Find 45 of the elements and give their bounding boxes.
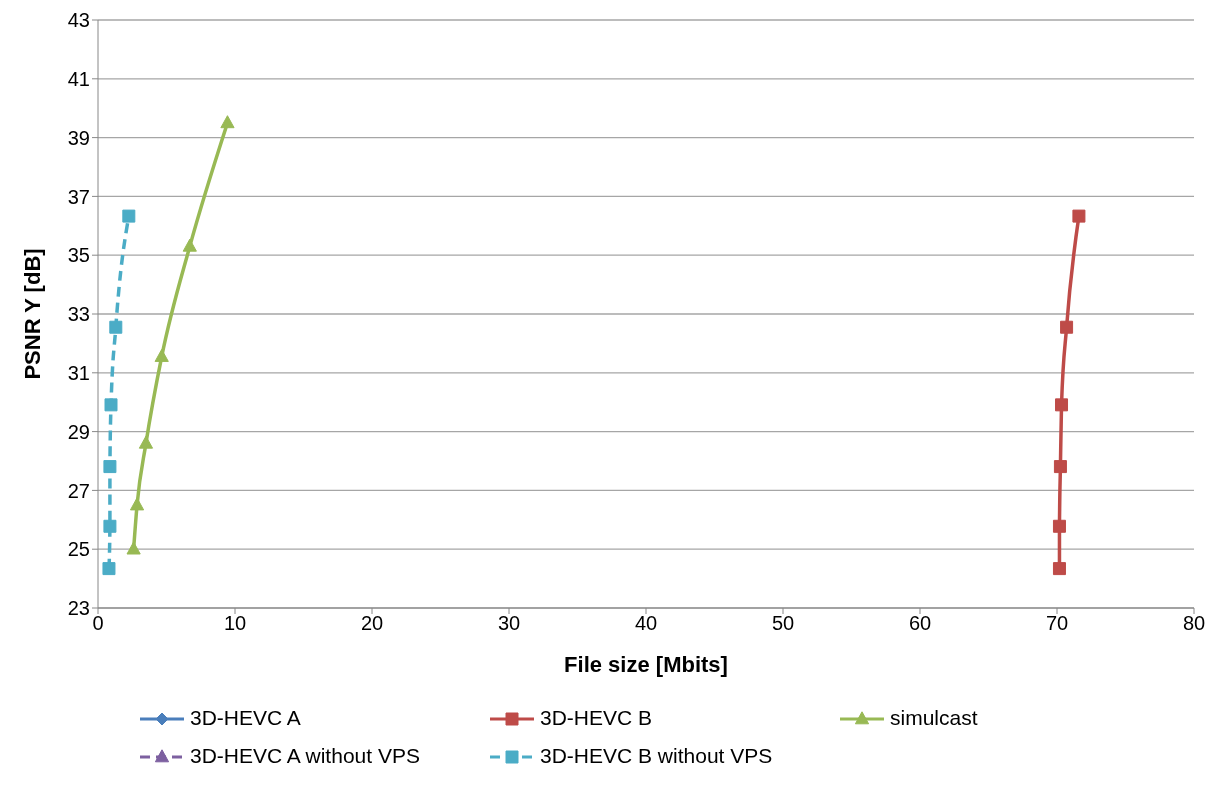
x-tick-label: 70 [1045,612,1069,635]
point [103,519,117,533]
y-tick-label: 31 [67,361,90,384]
point [1060,320,1074,334]
x-tick-label: 50 [771,612,795,635]
point [102,562,116,576]
y-tick-label: 43 [67,9,90,32]
point [1072,209,1086,223]
point [220,115,235,129]
x-tick-label: 80 [1182,612,1206,635]
x-tick-label: 10 [223,612,247,635]
y-tick-label: 27 [67,479,90,502]
y-tick-label: 41 [67,67,90,90]
y-axis-title: PSNR Y [dB] [19,248,45,380]
y-tick-label: 37 [67,185,90,208]
point [1052,519,1066,533]
y-tick-label: 35 [67,244,90,267]
x-axis-title: File size [Mbits] [564,652,728,677]
point [154,348,169,362]
point [122,209,136,223]
x-tick-label: 20 [360,612,384,635]
y-tick-label: 25 [67,538,90,561]
point [138,435,154,449]
point [1052,562,1066,576]
y-tick-label: 39 [67,126,90,149]
y-tick-label: 23 [67,597,90,620]
point [103,460,117,474]
point [1055,398,1069,412]
x-tick-label: 40 [634,612,658,635]
legend-label: 3D-HEVC A [189,706,302,730]
legend-label: 3D-HEVC B without VPS [539,744,774,768]
legend-label: simulcast [889,706,979,730]
point [126,541,141,555]
x-tick-label: 30 [497,612,521,635]
x-tick-label: 60 [908,612,932,635]
x-tick-label: 0 [92,612,104,635]
point [109,320,123,334]
point [104,398,118,412]
legend-label: 3D-HEVC A without VPS [189,744,421,768]
point [1053,460,1067,474]
point [129,497,145,511]
y-tick-label: 33 [67,303,90,326]
legend-label: 3D-HEVC B [539,706,654,730]
y-tick-label: 29 [67,420,90,443]
point [182,238,197,252]
